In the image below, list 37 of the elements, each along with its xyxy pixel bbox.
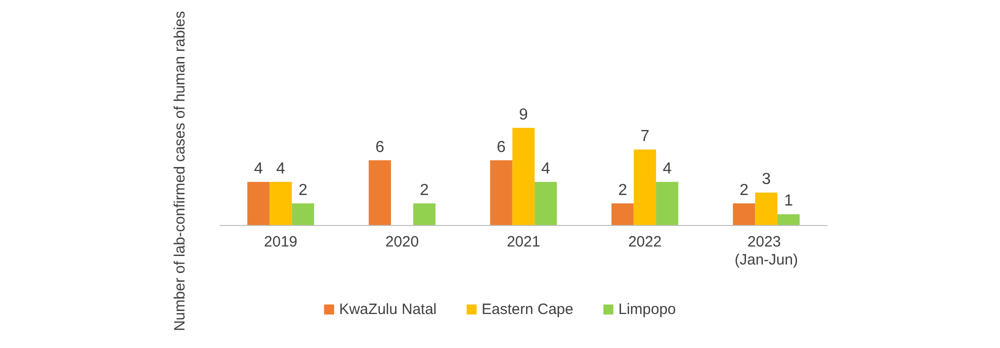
data-label: 9 bbox=[519, 106, 528, 124]
bar bbox=[612, 203, 634, 225]
x-tick-label: 2023 (Jan-Jun) bbox=[734, 234, 798, 268]
bar bbox=[292, 203, 314, 225]
data-label: 2 bbox=[420, 182, 429, 199]
x-tick-label: 2019 bbox=[264, 234, 298, 250]
data-label: 4 bbox=[662, 160, 672, 178]
x-tick-label: 2021 bbox=[506, 234, 540, 250]
x-tick-label: 2022 bbox=[628, 234, 662, 250]
bar bbox=[368, 160, 391, 225]
bar bbox=[534, 182, 557, 225]
data-label: 4 bbox=[254, 160, 263, 178]
data-label: 6 bbox=[375, 138, 384, 156]
bar bbox=[270, 182, 292, 225]
data-label: 4 bbox=[276, 160, 286, 178]
data-label: 3 bbox=[762, 171, 771, 188]
data-label: 2 bbox=[618, 182, 628, 199]
data-label: 2 bbox=[740, 182, 749, 199]
bar bbox=[755, 192, 778, 225]
bar bbox=[413, 203, 436, 225]
data-label: 2 bbox=[298, 182, 308, 199]
legend-label: Limpopo bbox=[618, 301, 676, 318]
legend-label: KwaZulu Natal bbox=[339, 301, 437, 318]
data-label: 1 bbox=[784, 192, 794, 210]
x-tick-label: 2020 bbox=[385, 234, 419, 250]
bar bbox=[732, 203, 756, 225]
legend-label: Eastern Cape bbox=[482, 301, 574, 318]
bar bbox=[656, 182, 678, 225]
bar bbox=[247, 182, 270, 225]
bar bbox=[634, 150, 656, 225]
data-label: 7 bbox=[640, 128, 650, 146]
bar bbox=[777, 214, 800, 225]
data-label: 6 bbox=[496, 138, 506, 156]
data-label: 4 bbox=[541, 160, 550, 178]
bar bbox=[512, 128, 535, 225]
bar bbox=[490, 160, 512, 225]
y-axis-title: Number of lab-confirmed cases of human rabies bbox=[172, 10, 188, 332]
